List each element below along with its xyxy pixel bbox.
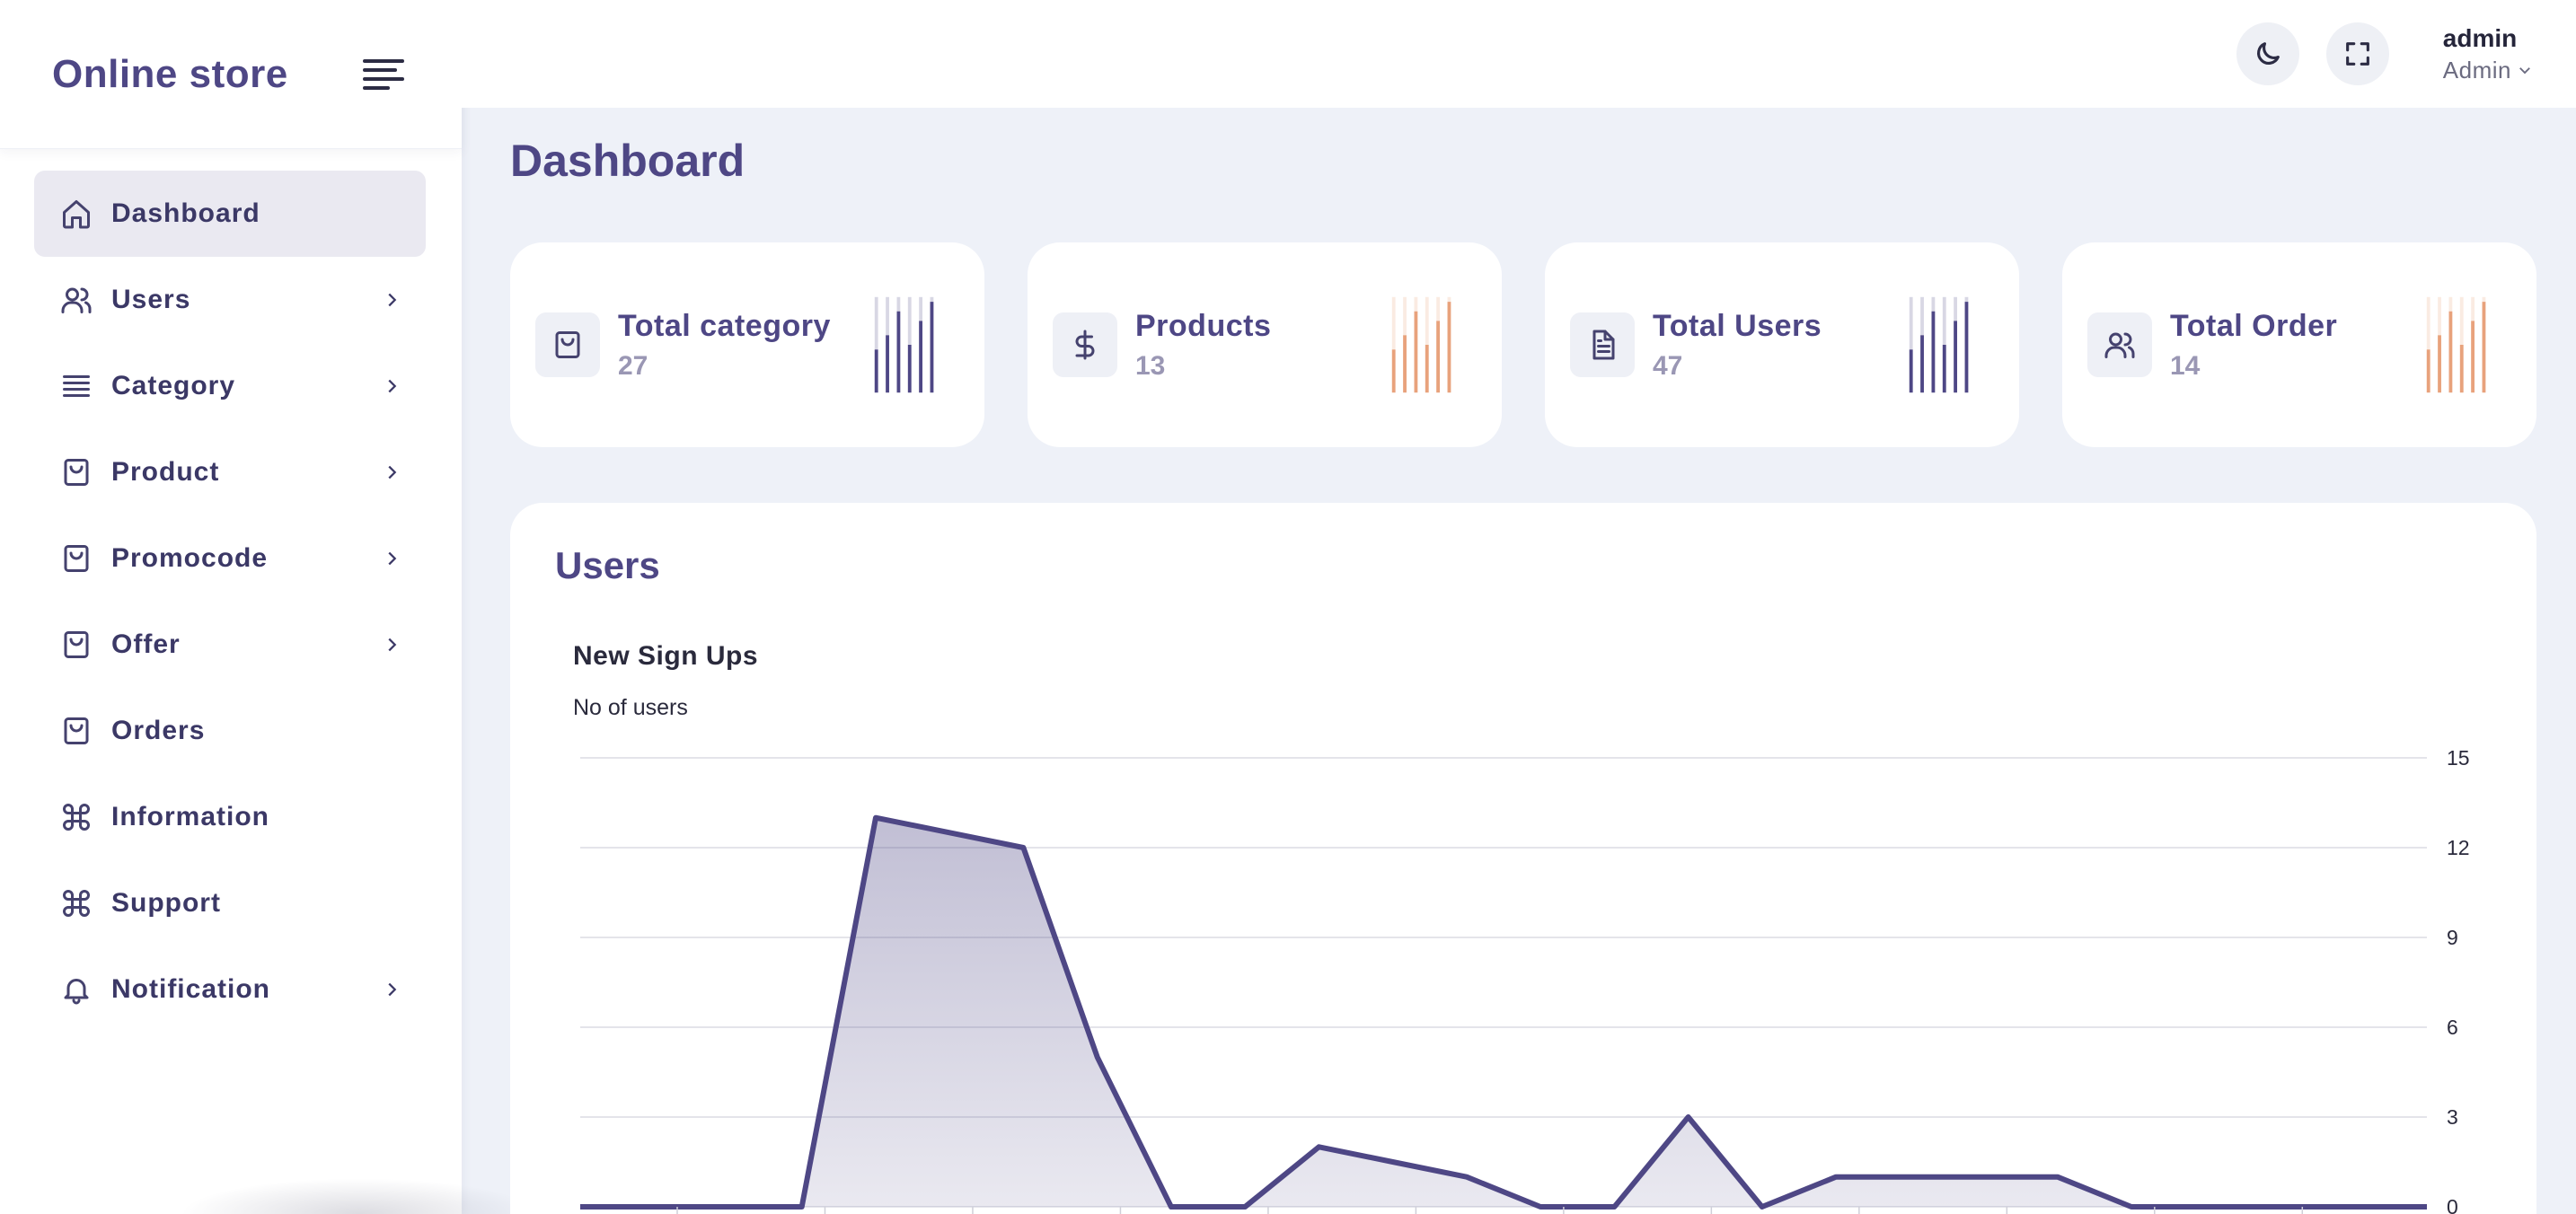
command-icon xyxy=(59,800,93,834)
sidebar: Online store Dashboard Users Category Produ… xyxy=(0,0,539,1214)
sidebar-item-label: Orders xyxy=(111,716,206,745)
sidebar-item-information[interactable]: Information xyxy=(34,774,426,860)
mini-bar-chart xyxy=(2426,296,2486,393)
brand-name[interactable]: Online store xyxy=(52,51,288,96)
sidebar-item-notification[interactable]: Notification xyxy=(34,946,426,1033)
stat-card-total-category[interactable]: Total category 27 xyxy=(510,242,984,447)
y-tick-label: 9 xyxy=(2447,926,2458,949)
stat-card-total-order[interactable]: Total Order 14 xyxy=(2062,242,2536,447)
chevron-right-icon xyxy=(381,634,402,655)
bag-icon xyxy=(59,455,93,489)
sidebar-item-label: Category xyxy=(111,371,236,400)
sidebar-item-promocode[interactable]: Promocode xyxy=(34,515,426,602)
panel-title: Users xyxy=(555,544,660,586)
chevron-right-icon xyxy=(381,375,402,397)
sidebar-item-support[interactable]: Support xyxy=(34,860,426,946)
sidebar-item-label: Information xyxy=(111,802,269,831)
command-icon xyxy=(59,886,93,920)
users-icon xyxy=(2087,312,2152,377)
user-role-label: Admin xyxy=(2442,56,2511,84)
stat-title: Products xyxy=(1135,308,1272,343)
sidebar-item-orders[interactable]: Orders xyxy=(34,688,426,774)
chevron-right-icon xyxy=(381,979,402,1000)
y-tick-label: 15 xyxy=(2447,746,2470,770)
user-role: Admin xyxy=(2443,57,2533,84)
home-icon xyxy=(59,197,93,231)
sidebar-item-category[interactable]: Category xyxy=(34,343,426,429)
area-fill xyxy=(580,817,2427,1207)
chart-title: New Sign Ups xyxy=(573,641,759,671)
bag-icon xyxy=(59,541,93,576)
sidebar-item-dashboard[interactable]: Dashboard xyxy=(34,171,426,257)
chart-subtitle: No of users xyxy=(573,695,688,720)
bell-icon xyxy=(59,972,93,1007)
sidebar-item-offer[interactable]: Offer xyxy=(34,602,426,688)
sidebar-item-label: Product xyxy=(111,457,220,487)
sidebar-nav: Dashboard Users Category Product Promocode Of… xyxy=(0,149,462,1033)
fullscreen-button[interactable] xyxy=(2325,22,2389,85)
mini-bar-chart xyxy=(874,296,934,393)
sidebar-item-product[interactable]: Product xyxy=(34,429,426,515)
stat-title: Total category xyxy=(618,308,831,343)
file-icon xyxy=(1570,312,1635,377)
sidebar-item-users[interactable]: Users xyxy=(34,257,426,343)
brand-bar: Online store xyxy=(0,0,462,149)
sidebar-item-label: Dashboard xyxy=(111,198,260,228)
chevron-down-icon xyxy=(2519,67,2530,75)
stat-value: 14 xyxy=(2170,350,2201,381)
stat-value: 27 xyxy=(618,350,648,381)
fullscreen-icon xyxy=(2345,42,2369,66)
users-icon xyxy=(59,283,93,317)
stat-value: 13 xyxy=(1135,350,1166,381)
mini-bar-chart xyxy=(1909,296,1969,393)
stat-card-total-users[interactable]: Total Users 47 xyxy=(1545,242,2019,447)
moon-icon xyxy=(2256,42,2280,65)
user-name: admin xyxy=(2442,23,2518,52)
bag-icon xyxy=(59,628,93,662)
menu-toggle-icon[interactable] xyxy=(363,58,404,90)
bag-icon xyxy=(59,714,93,748)
users-panel: Users New Sign Ups No of users 0 3 6 9 12 15 xyxy=(510,503,2536,1214)
user-menu[interactable]: admin Admin xyxy=(2443,24,2533,84)
stat-title: Total Users xyxy=(1653,308,1822,343)
sidebar-item-label: Offer xyxy=(111,629,181,659)
chevron-right-icon xyxy=(381,289,402,311)
y-tick-label: 3 xyxy=(2447,1105,2458,1129)
theme-toggle-button[interactable] xyxy=(2236,22,2299,85)
stat-card-products[interactable]: Products 13 xyxy=(1028,242,1502,447)
y-tick-label: 0 xyxy=(2447,1195,2458,1214)
series-line xyxy=(580,814,2427,1210)
y-tick-label: 6 xyxy=(2447,1016,2458,1039)
sidebar-item-label: Users xyxy=(111,285,191,314)
page-title: Dashboard xyxy=(510,136,745,186)
sidebar-item-label: Notification xyxy=(111,974,270,1004)
chevron-right-icon xyxy=(381,548,402,569)
topbar: admin Admin xyxy=(462,0,2576,108)
sidebar-item-label: Promocode xyxy=(111,543,269,573)
stat-value: 47 xyxy=(1653,350,1683,381)
y-tick-label: 12 xyxy=(2447,836,2470,859)
stat-title: Total Order xyxy=(2170,308,2338,343)
bag-icon xyxy=(535,312,600,377)
chevron-right-icon xyxy=(381,462,402,483)
signups-area-chart: 0 3 6 9 12 15 xyxy=(580,746,2470,1214)
sidebar-item-label: Support xyxy=(111,888,221,918)
dollar-icon xyxy=(1053,312,1117,377)
list-icon xyxy=(59,369,93,403)
mini-bar-chart xyxy=(1391,296,1451,393)
